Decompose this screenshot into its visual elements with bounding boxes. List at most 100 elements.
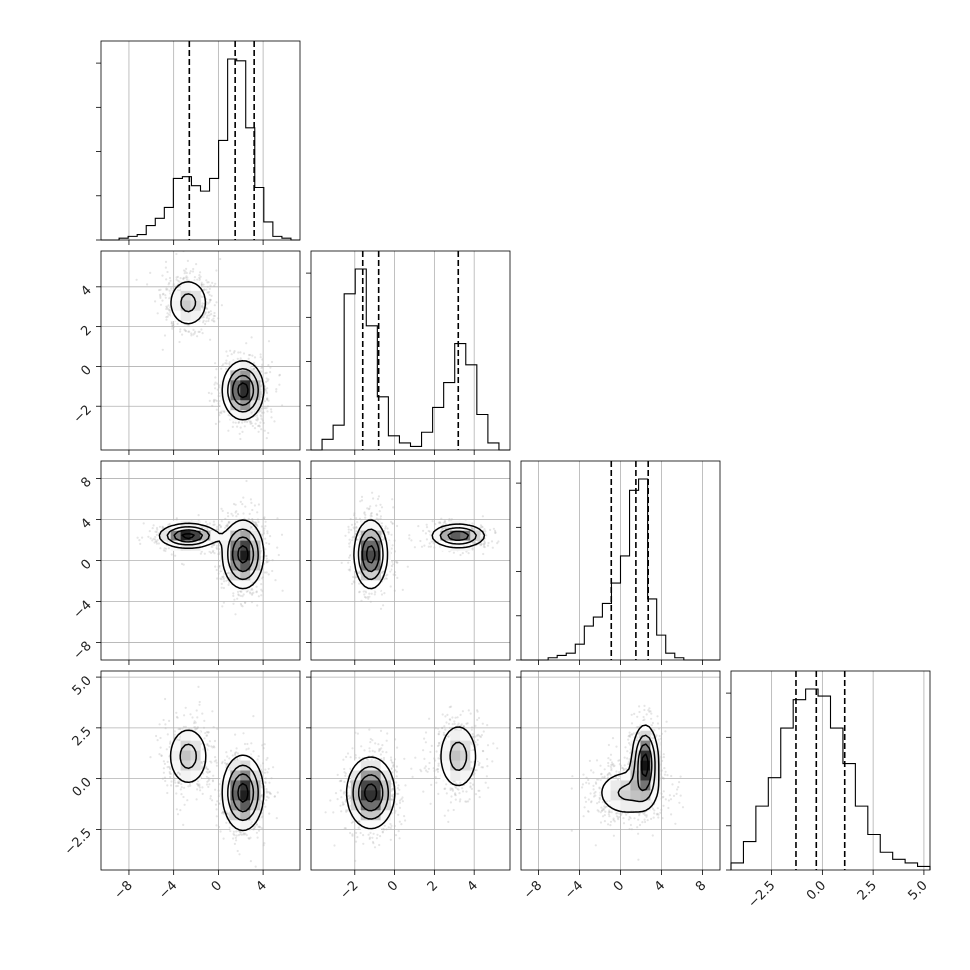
sample-point — [266, 397, 269, 400]
sample-point — [155, 540, 158, 543]
sample-point — [262, 421, 265, 425]
sample-point — [195, 709, 198, 712]
sample-point — [234, 421, 237, 424]
sample-point — [218, 384, 221, 387]
sample-point — [253, 427, 257, 430]
sample-point — [225, 367, 228, 370]
sample-point — [213, 320, 216, 323]
density-cell — [240, 400, 251, 411]
sample-point — [178, 727, 181, 731]
sample-point — [187, 324, 190, 327]
sample-point — [164, 260, 168, 263]
sample-point — [203, 288, 206, 291]
sample-point — [367, 597, 370, 600]
sample-point — [386, 573, 389, 576]
sample-point — [270, 408, 273, 411]
sample-point — [161, 777, 164, 780]
sample-point — [203, 552, 206, 555]
sample-point — [197, 685, 200, 689]
sample-point — [177, 738, 180, 741]
sample-point — [261, 576, 265, 579]
sample-point — [450, 518, 453, 521]
sample-point — [270, 360, 274, 364]
sample-point — [375, 517, 378, 520]
sample-point — [205, 734, 208, 738]
sample-point — [214, 282, 217, 285]
sample-point — [360, 599, 363, 602]
sample-point — [176, 289, 179, 292]
sample-point — [248, 512, 251, 516]
panel-frame — [100, 40, 301, 241]
sample-point — [245, 590, 248, 593]
sample-point — [215, 368, 218, 371]
density-cell — [190, 310, 201, 321]
sample-point — [267, 399, 270, 402]
sample-point — [269, 371, 272, 374]
sample-point — [390, 520, 393, 524]
sample-point — [374, 591, 377, 594]
sample-point — [156, 312, 159, 315]
sample-point — [196, 335, 199, 338]
sample-point — [210, 319, 214, 322]
sample-point — [173, 733, 176, 736]
histogram-step-p3 — [730, 688, 931, 870]
sample-point — [394, 560, 398, 563]
sample-point — [266, 756, 269, 760]
sample-point — [261, 419, 264, 422]
sample-point — [212, 745, 215, 748]
sample-point — [170, 784, 173, 787]
sample-point — [255, 591, 258, 594]
sample-point — [264, 520, 267, 523]
sample-point — [207, 317, 210, 320]
sample-point — [262, 411, 265, 414]
sample-point — [483, 528, 486, 531]
sample-point — [195, 263, 198, 266]
density-cell — [200, 530, 211, 541]
density-cell — [350, 540, 362, 551]
sample-point — [350, 528, 353, 532]
sample-point — [200, 295, 203, 299]
sample-point — [386, 527, 389, 530]
contour-level-2 — [166, 526, 259, 581]
sample-point — [201, 332, 204, 335]
sample-point — [226, 525, 229, 528]
sample-point — [256, 419, 259, 422]
sample-point — [237, 593, 240, 596]
sample-point — [260, 367, 263, 370]
sample-point — [168, 719, 171, 723]
density-cell — [180, 300, 191, 311]
sample-point — [141, 536, 144, 539]
sample-point — [201, 526, 204, 529]
sample-point — [187, 785, 190, 788]
sample-point — [202, 748, 205, 751]
sample-point — [379, 503, 382, 506]
sample-point — [471, 547, 474, 550]
sample-point — [393, 589, 396, 592]
sample-point — [264, 525, 267, 528]
sample-point — [197, 784, 200, 787]
sample-point — [165, 547, 168, 550]
sample-point — [221, 605, 224, 608]
sample-point — [360, 499, 364, 502]
y-tick-label: 2 — [78, 323, 94, 339]
sample-point — [482, 552, 485, 556]
density-cell — [450, 520, 461, 531]
sample-point — [431, 520, 434, 523]
sample-point — [364, 513, 367, 517]
density-cell — [460, 540, 471, 551]
sample-point — [180, 783, 183, 786]
sample-point — [213, 543, 216, 547]
sample-point — [179, 330, 182, 333]
sample-point — [483, 541, 486, 544]
sample-point — [387, 531, 390, 534]
sample-point — [220, 520, 223, 523]
density-cell — [230, 550, 241, 561]
sample-point — [184, 330, 188, 333]
sample-point — [438, 521, 441, 524]
sample-point — [196, 716, 199, 719]
density-cell — [220, 390, 231, 401]
density-cell — [240, 530, 251, 541]
sample-point — [170, 322, 173, 325]
sample-point — [164, 294, 167, 297]
sample-point — [441, 527, 444, 530]
